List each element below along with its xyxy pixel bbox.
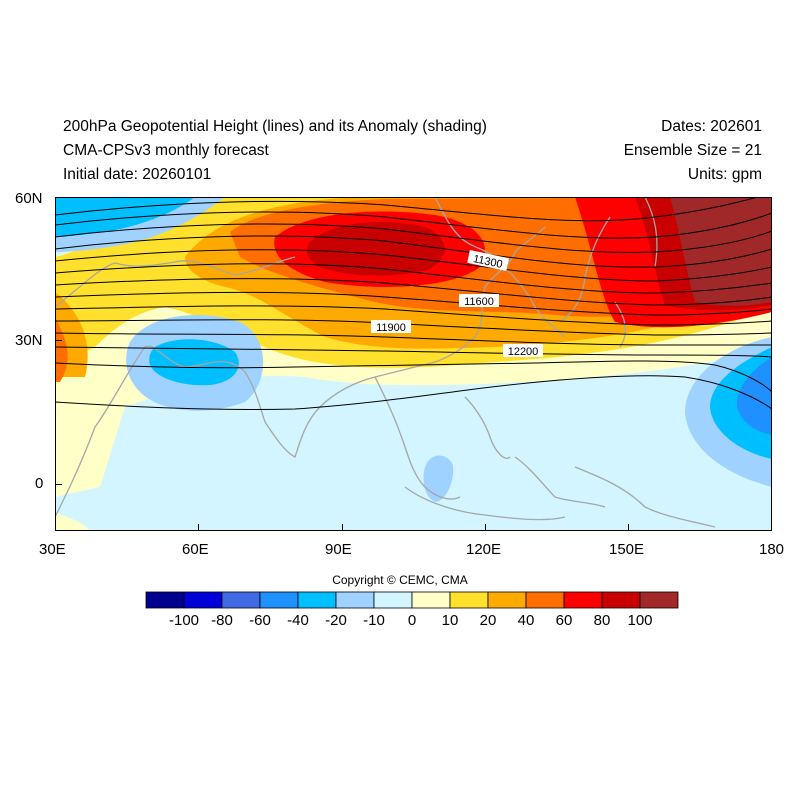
x-tick-60e: 60E	[182, 541, 209, 558]
map-panel: 11300 11600 11900 12200	[55, 197, 772, 531]
colorbar-label: 0	[407, 612, 417, 629]
map-frame	[55, 197, 772, 531]
chart-subtitle: CMA-CPSv3 monthly forecast	[63, 142, 269, 159]
colorbar-label: -100	[168, 612, 200, 629]
shade-pos-10-sw2	[55, 512, 90, 531]
colorbar-label: 40	[517, 612, 535, 629]
colorbar-box	[411, 591, 451, 609]
x-tick-120e: 120E	[466, 541, 502, 558]
chart-title: 200hPa Geopotential Height (lines) and i…	[63, 118, 487, 135]
colorbar-box	[563, 591, 603, 609]
contour-label-12200: 12200	[508, 346, 539, 358]
colorbar-box	[145, 591, 185, 609]
colorbar-box	[183, 591, 223, 609]
y-tick-60n: 60N	[15, 190, 43, 207]
x-tick-30e: 30E	[39, 541, 66, 558]
ensemble-label: Ensemble Size = 21	[623, 142, 762, 159]
y-tick-0: 0	[35, 475, 44, 492]
initial-date: Initial date: 20260101	[63, 166, 212, 183]
colorbar-label: -10	[363, 612, 385, 629]
shade-neg-20-tibet	[149, 339, 239, 386]
y-tick-30n: 30N	[15, 332, 43, 349]
colorbar-label: -80	[211, 612, 233, 629]
colorbar-boxes	[145, 591, 679, 609]
contour-lines	[55, 197, 772, 411]
shade-neg-40-pacific	[736, 357, 772, 435]
colorbar-box	[259, 591, 299, 609]
dates-label: Dates: 202601	[661, 118, 762, 135]
colorbar-label: 60	[555, 612, 573, 629]
x-tick-180: 180	[759, 541, 785, 558]
colorbar-box	[639, 591, 679, 609]
colorbar-label: 100	[627, 612, 653, 629]
x-tick-90e: 90E	[325, 541, 352, 558]
colorbar-box	[449, 591, 489, 609]
colorbar-label: 80	[593, 612, 611, 629]
colorbar-label: -40	[287, 612, 309, 629]
colorbar-box	[335, 591, 375, 609]
colorbar-box	[297, 591, 337, 609]
colorbar-label: -20	[325, 612, 347, 629]
shade-neg-20-nw	[55, 197, 195, 237]
contour-label-group: 11300 11600 11900 12200	[371, 249, 543, 358]
units-label: Units: gpm	[687, 166, 762, 183]
anomaly-map: 11300 11600 11900 12200	[55, 197, 772, 531]
shade-pos-100-asia	[307, 222, 445, 276]
copyright-text: Copyright © CEMC, CMA	[332, 573, 468, 587]
axis-ticks	[55, 197, 772, 531]
coastlines	[55, 197, 716, 528]
colorbar-box	[221, 591, 261, 609]
colorbar-label: -60	[249, 612, 271, 629]
shade-pos-10-sw	[55, 406, 105, 482]
x-tick-150e: 150E	[609, 541, 645, 558]
shade-neg-10-sea	[423, 455, 454, 502]
colorbar-label: 20	[479, 612, 497, 629]
colorbar-box	[525, 591, 565, 609]
colorbar-label: 10	[441, 612, 459, 629]
anomaly-shading	[55, 197, 772, 531]
colorbar-box	[373, 591, 413, 609]
contour-label-11600: 11600	[464, 296, 494, 308]
contour-label-11900: 11900	[376, 322, 406, 334]
colorbar-box	[487, 591, 527, 609]
colorbar-box	[601, 591, 641, 609]
